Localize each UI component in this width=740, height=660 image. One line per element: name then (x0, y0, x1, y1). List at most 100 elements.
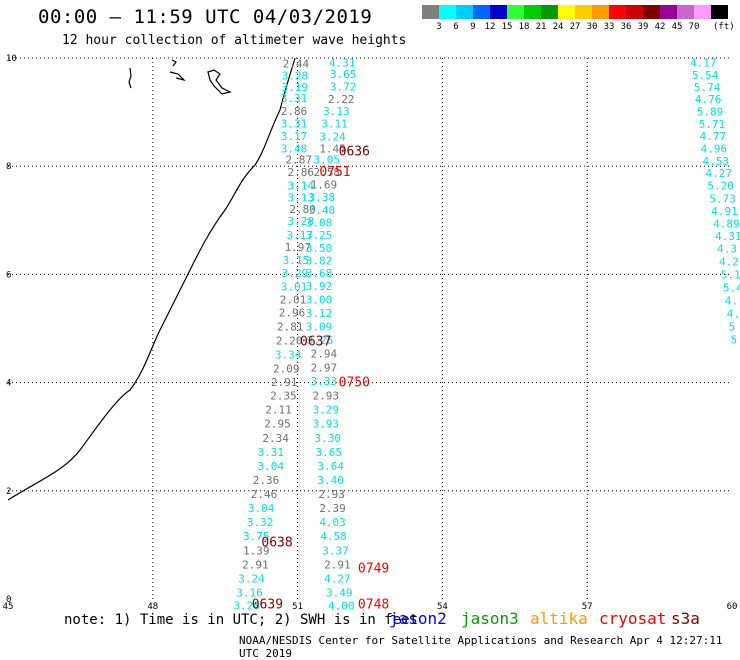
y-tick-label: 0 (6, 595, 11, 605)
swh-value: 3.38 (309, 191, 336, 204)
footer-note: note: 1) Time is in UTC; 2) SWH is in fe… (64, 612, 419, 628)
swh-value: 3.20 (233, 599, 260, 610)
swh-value: 2.96 (279, 306, 306, 319)
swh-value: 4.27 (324, 572, 351, 585)
swh-value: 4.03 (319, 516, 346, 529)
x-tick-label: 57 (582, 602, 593, 610)
swh-value: 3.72 (330, 81, 357, 94)
scale-label: 27 (569, 22, 581, 32)
scale-swatch (660, 5, 677, 19)
swh-value: 3.00 (306, 293, 333, 306)
scale-label: 45 (671, 22, 683, 32)
swh-value: 5.1 (721, 268, 740, 281)
time-label: 0749 (358, 562, 389, 577)
data-points: 2.443.283.193.312.863.313.173.482.872.86… (233, 56, 740, 610)
swh-value: 3.50 (306, 242, 333, 255)
scale-label: 6 (453, 22, 459, 32)
scale-label: 15 (501, 22, 513, 32)
swh-value: 1.39 (243, 544, 269, 557)
swh-value: 5 (731, 333, 738, 346)
swh-value: 3.82 (306, 254, 333, 267)
swh-value: 2.01 (280, 293, 307, 306)
swh-value: 3.40 (309, 204, 336, 217)
swh-value: 3.30 (314, 432, 341, 445)
swh-value: 3.24 (238, 572, 265, 585)
swh-value: 3.28 (287, 215, 314, 228)
swh-value: 3.13 (287, 192, 314, 205)
swh-value: 3.92 (306, 280, 333, 293)
swh-value: 3.33 (311, 375, 338, 388)
scale-swatch (456, 5, 473, 19)
scale-label: 30 (586, 22, 598, 32)
swh-value: 4.76 (695, 93, 722, 106)
scale-swatch (592, 5, 609, 19)
swh-value: 3.17 (281, 130, 308, 143)
scale-label: 3 (436, 22, 442, 32)
swh-value: 2.35 (270, 390, 297, 403)
swh-value: 3.25 (306, 229, 333, 242)
swh-value: 3.04 (248, 502, 275, 515)
scale-label: 42 (654, 22, 666, 32)
swh-value: 3.48 (281, 142, 308, 155)
scale-label: 18 (518, 22, 530, 32)
swh-value: 4.27 (705, 167, 732, 180)
scale-label: 70 (688, 22, 700, 32)
swh-value: 5.4 (723, 281, 740, 294)
swh-value: 1.45 (319, 142, 346, 155)
swh-value: 2.20 (276, 334, 303, 347)
time-label: 0636 (339, 145, 370, 160)
swh-value: 2.34 (262, 432, 289, 445)
scale-label: 36 (620, 22, 632, 32)
swh-value: 2.09 (273, 363, 300, 376)
swh-value: 3.37 (322, 544, 349, 557)
time-label: 0637 (300, 334, 331, 349)
swh-value: 2.81 (277, 320, 304, 333)
swh-value: 4.58 (320, 530, 347, 543)
swh-value: 5.20 (707, 180, 734, 193)
swh-value: 4. (727, 307, 740, 320)
swh-value: 2.36 (253, 474, 280, 487)
swh-value: 2.46 (251, 488, 277, 501)
scale-swatch (439, 5, 456, 19)
time-label: 0751 (319, 165, 350, 180)
swh-value: 4.31 (715, 230, 740, 243)
y-tick-label: 2 (6, 487, 11, 497)
scale-swatch (575, 5, 592, 19)
swh-value: 3.49 (326, 587, 353, 600)
swh-value: 3.64 (317, 460, 344, 473)
swh-value: 5.89 (697, 106, 724, 119)
scale-label: 39 (637, 22, 649, 32)
satellite-jason2: jason2 (389, 609, 447, 628)
swh-value: 1.97 (285, 241, 312, 254)
swh-value: 2.80 (289, 203, 316, 216)
swh-value: 2.58 (314, 166, 341, 179)
y-tick-label: 6 (6, 270, 11, 280)
swh-value: 2.11 (265, 404, 292, 417)
swh-value: 3.01 (281, 280, 308, 293)
island-1 (128, 67, 132, 89)
scale-swatch (677, 5, 694, 19)
swh-value: 3.93 (313, 418, 340, 431)
swh-value: 2.44 (283, 57, 310, 70)
swh-value: 3.17 (286, 229, 313, 242)
swh-value: 4.89 (713, 218, 740, 231)
coastline (7, 57, 296, 501)
swh-value: 5.54 (692, 69, 719, 82)
swh-value: 5.71 (699, 118, 726, 131)
satellite-cryosat: cryosat (599, 609, 667, 628)
swh-value: 3.16 (236, 587, 263, 600)
swh-value: 3.14 (287, 180, 314, 193)
scale-swatch (507, 5, 524, 19)
swh-value: 4.2 (719, 255, 739, 268)
satellite-s3a: s3a (671, 609, 700, 628)
swh-value: 3.65 (315, 446, 342, 459)
swh-value: 3.65 (330, 68, 357, 81)
swh-value: 3.04 (258, 460, 285, 473)
time-label: 0638 (261, 536, 292, 551)
scale-unit: (ft) (713, 22, 735, 32)
swh-value: 3.29 (282, 267, 309, 280)
swh-value: 2.97 (311, 361, 338, 374)
time-labels: 0636 0751 0637 0750 0638 0749 0639 0748 (252, 145, 389, 610)
swh-value: 4.3 (717, 242, 737, 255)
